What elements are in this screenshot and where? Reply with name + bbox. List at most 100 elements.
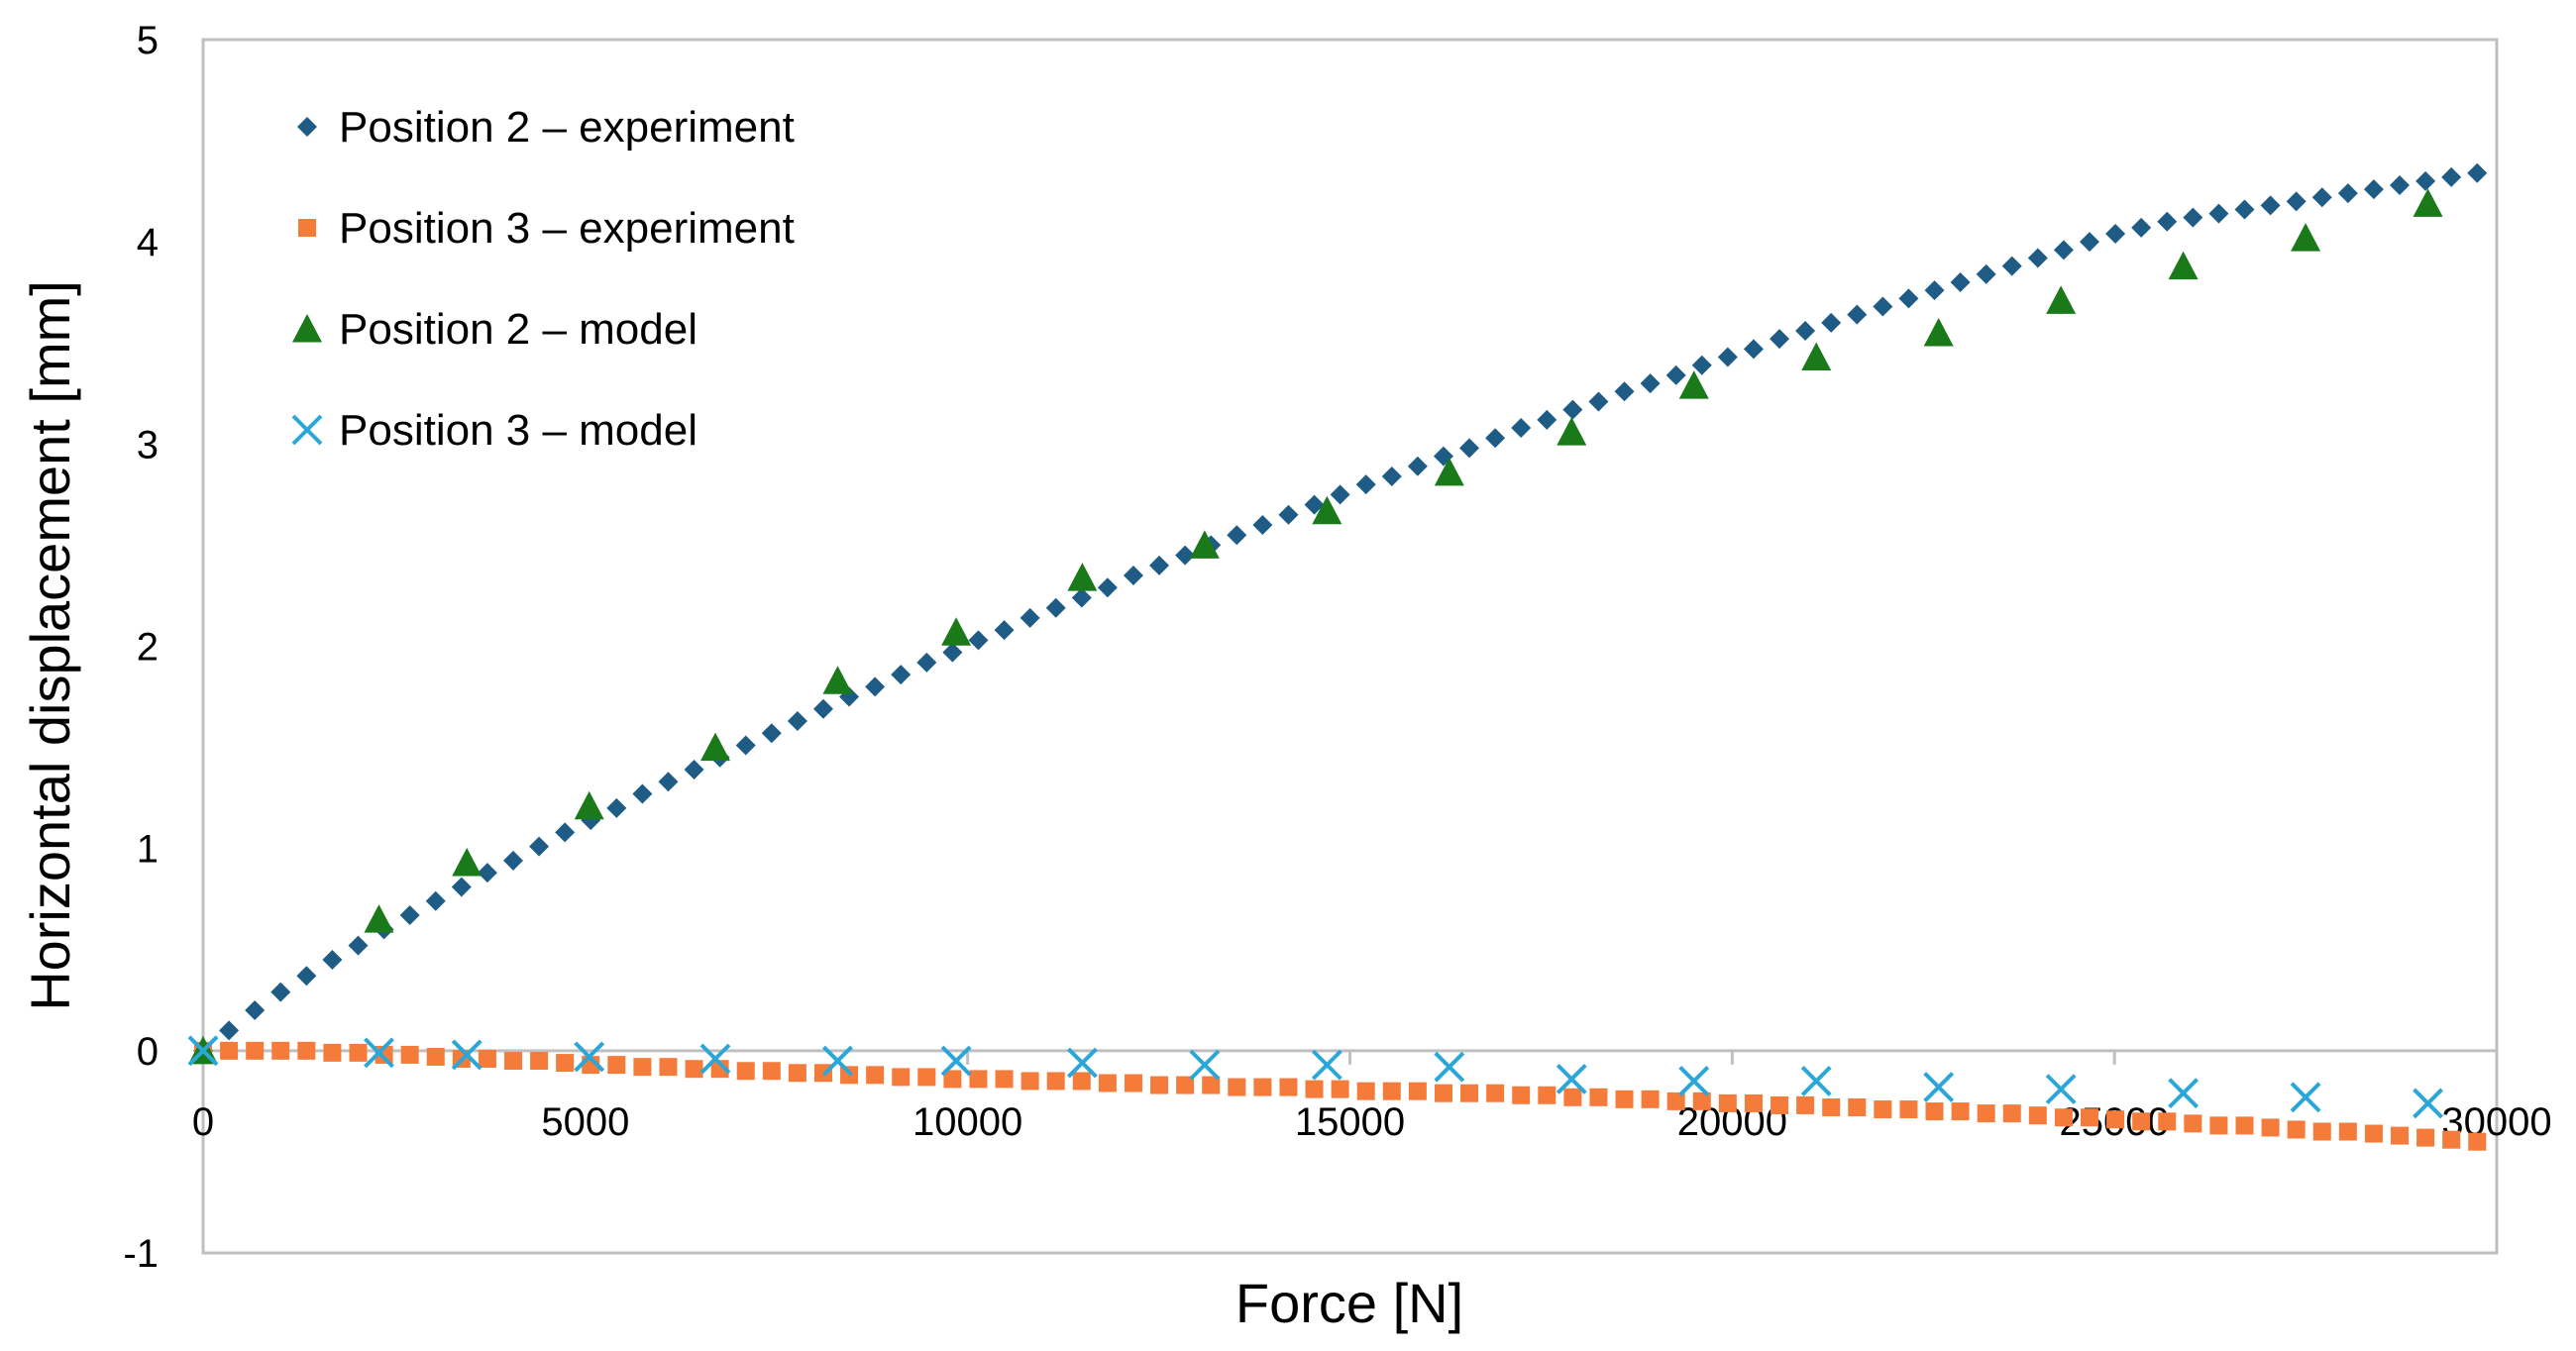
x-marker-stroke (574, 1041, 605, 1073)
data-point (2312, 1122, 2331, 1141)
data-point (1589, 1088, 1608, 1106)
data-point (822, 1045, 853, 1077)
data-point (1614, 381, 1635, 402)
data-point (941, 617, 972, 646)
data-point (1460, 1084, 1479, 1102)
data-point (607, 1056, 626, 1075)
x-marker-stroke (940, 1045, 972, 1077)
data-point (1020, 607, 1040, 628)
data-point (246, 1041, 265, 1060)
x-marker-stroke (1067, 1047, 1098, 1079)
data-point (1796, 1095, 1815, 1114)
data-point (1045, 597, 1066, 618)
data-point (2261, 1118, 2280, 1137)
data-point (2168, 251, 2199, 280)
data-point (530, 1052, 549, 1071)
data-point (2106, 1110, 2125, 1129)
x-marker-stroke (2168, 1078, 2200, 1109)
data-point (2390, 1126, 2409, 1145)
data-point (1795, 321, 1816, 341)
data-point (2413, 188, 2443, 217)
data-point (2046, 285, 2077, 314)
data-point (2260, 195, 2281, 216)
data-point (812, 698, 833, 719)
data-point (2442, 1130, 2461, 1149)
y-tick-label: 3 (137, 423, 159, 467)
data-point (1434, 1051, 1465, 1083)
x-tick-label: 5000 (541, 1100, 629, 1144)
data-point (271, 1041, 290, 1060)
data-point (1098, 1074, 1117, 1092)
data-point (364, 904, 394, 933)
data-point (2208, 203, 2229, 224)
data-point (364, 1037, 394, 1069)
data-point (2364, 1124, 2383, 1143)
data-point (1563, 1088, 1582, 1106)
data-point (822, 666, 853, 694)
data-point (529, 836, 550, 857)
data-point (425, 890, 446, 911)
data-point (710, 1060, 729, 1079)
legend-label: Position 2 – model (339, 305, 698, 354)
data-point (574, 790, 604, 820)
data-point (736, 1062, 755, 1081)
data-point (2234, 199, 2255, 220)
data-point (1407, 456, 1428, 476)
data-point (348, 935, 369, 956)
data-point (2045, 1074, 2077, 1105)
x-marker-stroke (1556, 1064, 1587, 1094)
data-point (2080, 232, 2100, 253)
x-marker-stroke (187, 1035, 219, 1067)
data-point (1097, 577, 1118, 598)
x-marker-stroke (2290, 1082, 2321, 1113)
data-point (296, 966, 317, 987)
data-point (349, 1043, 368, 1062)
data-point (659, 1058, 678, 1077)
data-point (699, 1043, 731, 1075)
data-point (1253, 1078, 1272, 1096)
x-marker-stroke (451, 1039, 483, 1071)
data-point (1924, 280, 1945, 301)
data-series (187, 162, 2488, 1151)
y-tick-label: 4 (137, 221, 159, 264)
data-point (1641, 1090, 1660, 1108)
data-point (556, 1054, 575, 1073)
data-point (787, 711, 807, 732)
data-point (1873, 296, 1893, 317)
data-point (1923, 1072, 1955, 1102)
data-point (2291, 223, 2321, 252)
data-point (1356, 1082, 1375, 1100)
legend-label: Position 3 – experiment (339, 204, 795, 253)
data-point (1071, 587, 1092, 608)
data-point (1537, 409, 1557, 430)
data-point (1923, 318, 1954, 347)
data-point (1304, 494, 1325, 515)
data-point (633, 1058, 652, 1077)
legend-marker (291, 414, 323, 446)
data-point (1202, 1076, 1221, 1094)
x-axis-title: Force [N] (1235, 1272, 1463, 1334)
series-3 (188, 188, 2443, 1065)
data-point (1330, 484, 1350, 505)
data-point (1588, 391, 1609, 412)
data-point (1311, 1049, 1342, 1081)
data-point (323, 1043, 342, 1062)
data-point (1278, 504, 1299, 525)
data-point (1950, 272, 1971, 292)
data-point (969, 1070, 988, 1089)
data-point (917, 1068, 936, 1087)
data-point (270, 982, 291, 1002)
data-point (451, 1039, 483, 1071)
data-point (995, 1070, 1014, 1089)
data-point (1743, 339, 1764, 360)
data-point (891, 665, 912, 685)
data-point (1678, 1066, 1710, 1096)
x-tick-label: 0 (192, 1100, 214, 1144)
data-point (865, 676, 886, 697)
y-tick-label: 0 (137, 1030, 159, 1074)
data-point (219, 1020, 240, 1041)
data-point (1228, 1078, 1246, 1096)
legend-item: Position 2 – model (292, 305, 698, 354)
data-point (606, 797, 627, 818)
data-point (574, 1041, 605, 1073)
